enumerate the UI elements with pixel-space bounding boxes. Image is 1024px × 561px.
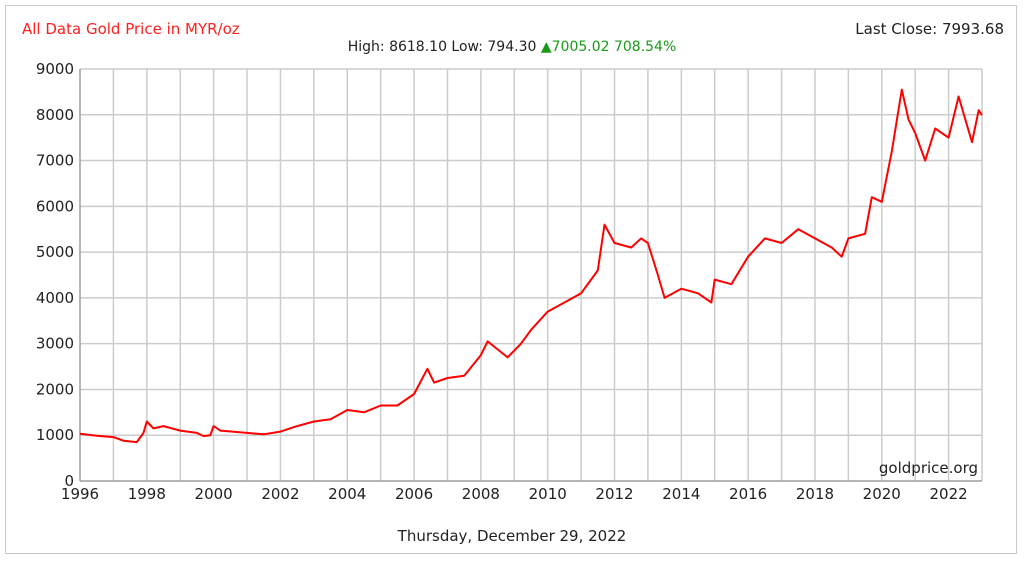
y-tick-label: 7000 [36, 152, 74, 170]
chart-title: All Data Gold Price in MYR/oz [22, 20, 240, 38]
chart-frame [5, 5, 1017, 554]
x-tick-label: 2000 [195, 485, 233, 503]
stats-line: High: 8618.10 Low: 794.30 ▲7005.02 708.5… [0, 39, 1024, 55]
y-tick-label: 9000 [36, 60, 74, 78]
x-tick-label: 2012 [595, 485, 633, 503]
x-tick-label: 1996 [61, 485, 99, 503]
price-line [79, 88, 983, 444]
y-tick-label: 8000 [36, 106, 74, 124]
x-tick-label: 2004 [328, 485, 366, 503]
y-tick-label: 2000 [36, 380, 74, 398]
x-tick-label: 2002 [261, 485, 299, 503]
y-tick-label: 1000 [36, 426, 74, 444]
x-tick-label: 2022 [929, 485, 967, 503]
credit-label: goldprice.org [879, 459, 978, 477]
x-tick-label: 2010 [529, 485, 567, 503]
y-tick-label: 5000 [36, 243, 74, 261]
x-tick-label: 2020 [863, 485, 901, 503]
high-low: High: 8618.10 Low: 794.30 [347, 39, 537, 55]
y-tick-label: 3000 [36, 335, 74, 353]
y-tick-label: 6000 [36, 197, 74, 215]
triangle-up-icon: ▲ [540, 39, 552, 55]
x-tick-label: 2006 [395, 485, 433, 503]
x-tick-label: 1998 [128, 485, 166, 503]
y-tick-label: 4000 [36, 289, 74, 307]
last-close: Last Close: 7993.68 [855, 20, 1004, 38]
x-tick-label: 2014 [662, 485, 700, 503]
x-tick-label: 2018 [796, 485, 834, 503]
x-tick-label: 2008 [462, 485, 500, 503]
y-tick-label: 0 [64, 472, 74, 490]
x-tick-label: 2016 [729, 485, 767, 503]
chart-date: Thursday, December 29, 2022 [397, 527, 627, 545]
change-value: 7005.02 708.54% [551, 39, 677, 55]
